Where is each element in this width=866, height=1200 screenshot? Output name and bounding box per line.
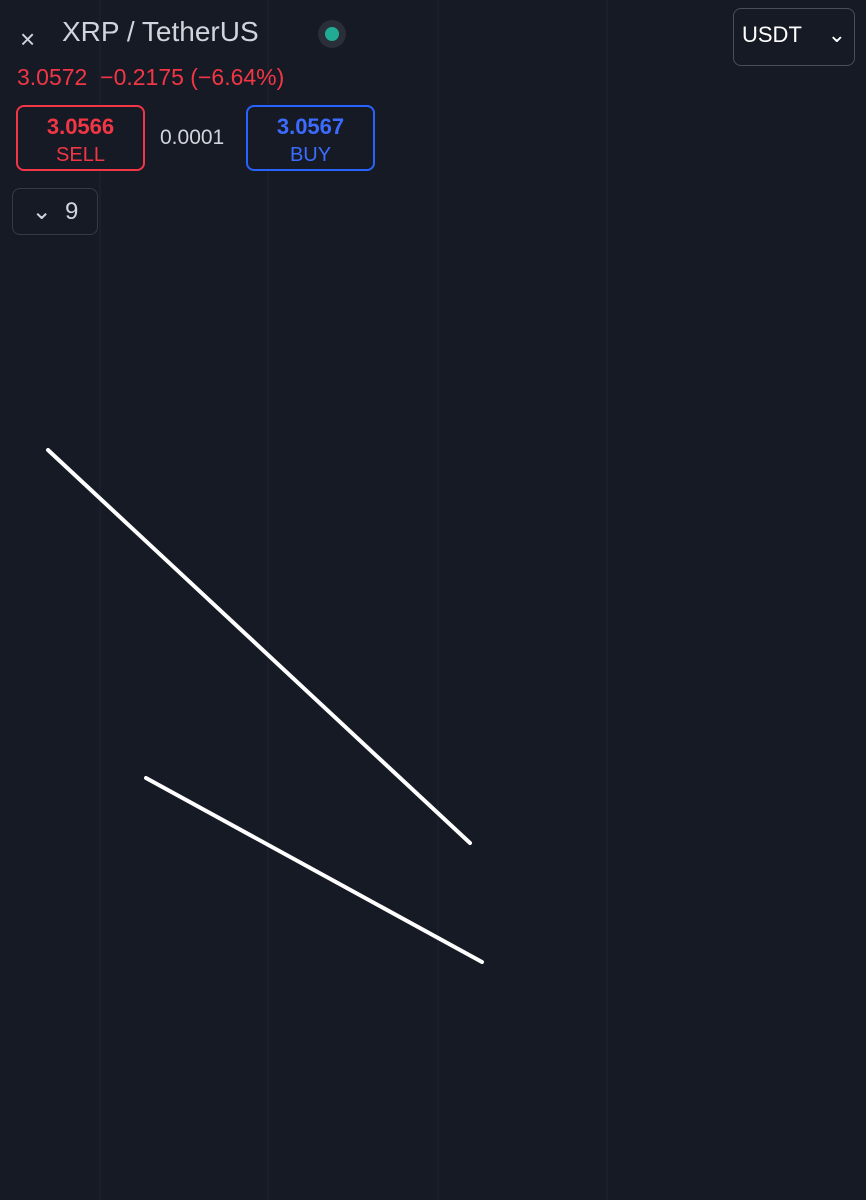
- indicators-toggle[interactable]: ⌄ 9: [12, 188, 98, 235]
- close-button[interactable]: ×: [20, 24, 36, 54]
- indicator-count: 9: [65, 198, 79, 225]
- spread: 0.0001: [160, 126, 225, 149]
- symbol: XRP / TetherUS: [62, 16, 259, 47]
- change: −0.2175 (−6.64%): [100, 64, 285, 90]
- sell-price: 3.0566: [46, 114, 115, 139]
- status: [318, 20, 346, 48]
- last: 3.0572: [17, 64, 88, 90]
- price-line: 3.0572 −0.2175 (−6.64%): [17, 64, 284, 91]
- buy-label: BUY: [289, 144, 332, 166]
- v-grid: [99, 0, 608, 1200]
- currency: USDT: [742, 22, 802, 47]
- buy-price: 3.0567: [276, 114, 345, 139]
- buy-button[interactable]: 3.0567 BUY: [246, 105, 375, 171]
- currency-select[interactable]: USDT ⌄: [733, 8, 855, 66]
- sell-button[interactable]: 3.0566 SELL: [16, 105, 145, 171]
- sell-label: SELL: [56, 144, 105, 166]
- wedge-drawing: [46, 448, 484, 964]
